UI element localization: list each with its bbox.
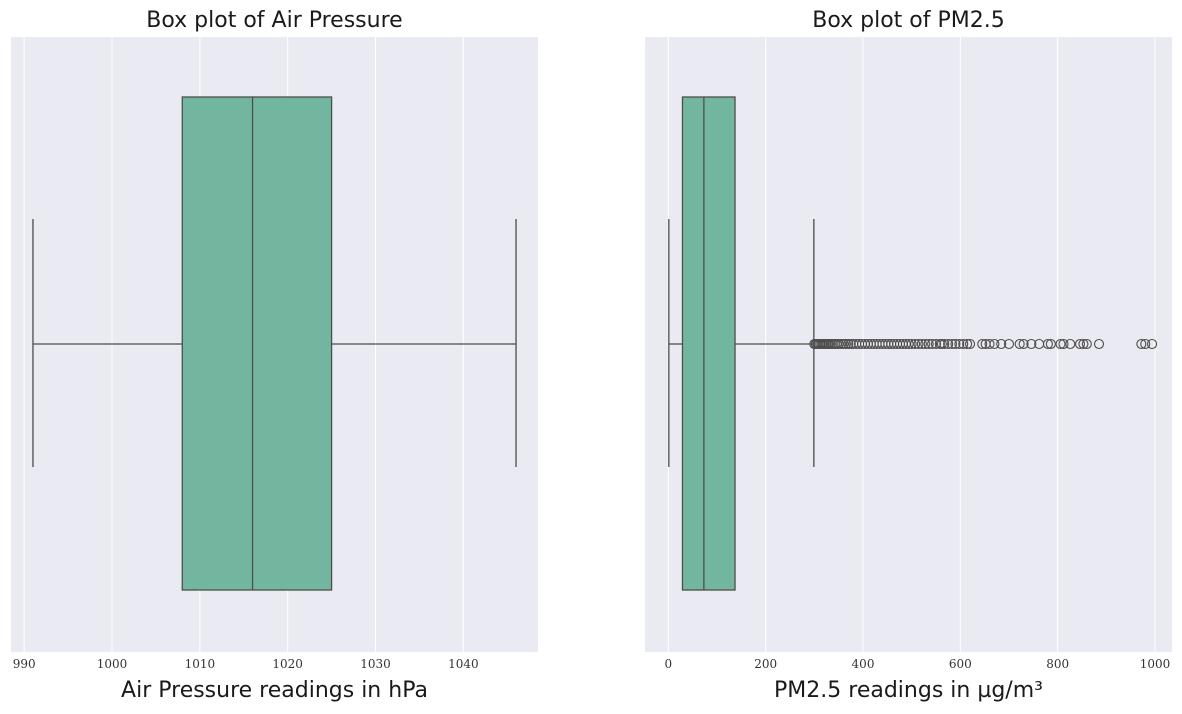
pm25-outlier	[1014, 338, 1025, 350]
pm25-outlier	[989, 338, 1000, 350]
pm25-outlier	[1003, 338, 1015, 350]
pm25-outlier	[958, 338, 969, 350]
pm25-outlier	[906, 338, 917, 350]
pm25-outlier	[903, 338, 914, 350]
pm25-outlier	[1136, 338, 1147, 350]
pressure-panel: 990 1000 1010 1020 1030 1040 Box plot of Air P…	[11, 8, 538, 703]
pressure-tick-label: 1020	[272, 657, 303, 671]
pm25-tick-label: 200	[754, 657, 777, 671]
pm25-outlier	[943, 338, 954, 350]
pressure-x-axis-label: Air Pressure readings in hPa	[121, 678, 428, 703]
pm25-outlier	[1140, 338, 1151, 350]
pm25-outlier	[1026, 338, 1037, 350]
pm25-outlier	[1078, 338, 1089, 350]
pm25-outlier	[1081, 338, 1092, 350]
pm25-outlier	[1045, 338, 1056, 350]
pm25-outlier	[920, 338, 931, 350]
pm25-outlier	[936, 338, 947, 350]
pm25-tick-label: 400	[852, 657, 875, 671]
pm25-outlier	[833, 338, 844, 350]
pm25-outlier	[939, 338, 950, 350]
pm25-outlier	[913, 338, 924, 350]
pm25-outlier	[1074, 338, 1086, 350]
pm25-outlier	[930, 338, 942, 350]
pm25-outlier	[840, 338, 852, 350]
pm25-box	[681, 96, 736, 591]
pm25-panel: 0 200 400 600 800 1000 Box plot of PM2.5 PM2.5 …	[645, 8, 1172, 703]
pm25-outlier	[1042, 338, 1053, 350]
pm25-outlier	[916, 338, 927, 350]
pm25-tick-label: 0	[665, 657, 673, 671]
pm25-outlier	[910, 338, 921, 350]
pm25-outlier	[836, 338, 847, 350]
pm25-outlier	[845, 338, 856, 350]
pressure-tick-label: 1030	[360, 657, 391, 671]
pm25-outlier	[1058, 338, 1069, 350]
pm25-outlier	[843, 338, 854, 350]
pressure-title: Box plot of Air Pressure	[146, 8, 402, 33]
pressure-tick-label: 1040	[448, 657, 479, 671]
pm25-outlier	[1055, 338, 1066, 350]
pm25-outlier	[996, 338, 1007, 350]
pm25-outlier	[984, 338, 995, 350]
pm25-outlier	[954, 338, 965, 350]
pm25-outlier	[1065, 338, 1076, 350]
pressure-tick-label: 1010	[185, 657, 216, 671]
pm25-outlier	[927, 338, 938, 350]
pm25-outlier	[1018, 338, 1029, 350]
pm25-x-axis-label: PM2.5 readings in µg/m³	[774, 678, 1043, 703]
pressure-tick-label: 990	[13, 657, 36, 671]
pressure-tick-label: 1000	[97, 657, 128, 671]
pressure-box	[181, 96, 333, 591]
pm25-outlier	[965, 338, 976, 350]
pm25-outlier	[923, 338, 934, 350]
pm25-tick-label: 1000	[1140, 657, 1171, 671]
pm25-outlier	[947, 338, 958, 350]
pm25-outlier	[1146, 338, 1158, 350]
pm25-tick-label: 600	[949, 657, 972, 671]
pm25-outlier	[962, 338, 973, 350]
pm25-outlier	[1093, 338, 1105, 350]
pm25-outlier	[977, 338, 988, 350]
pm25-title: Box plot of PM2.5	[812, 8, 1004, 33]
pm25-outlier	[838, 338, 849, 350]
pm25-tick-label: 800	[1046, 657, 1069, 671]
pm25-outlier	[950, 338, 961, 350]
